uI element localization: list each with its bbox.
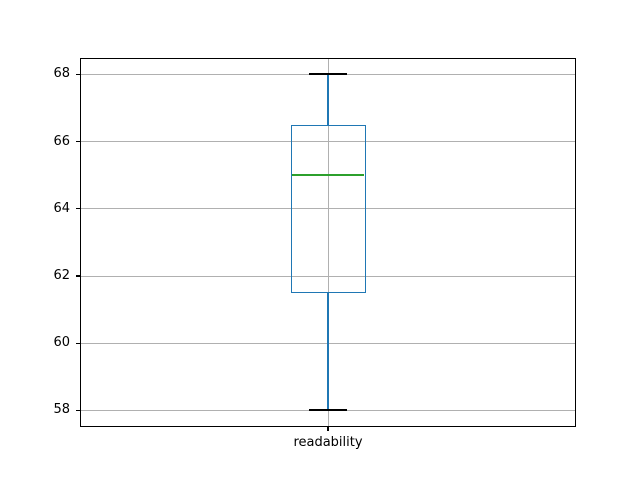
y-tick [76, 73, 80, 75]
whisker-upper [327, 74, 329, 125]
median-line [292, 174, 364, 176]
x-tick [327, 427, 329, 432]
y-tick-label: 64 [53, 200, 70, 216]
y-tick-label: 62 [53, 268, 70, 283]
y-tick-label: 68 [53, 66, 70, 82]
x-gridline [327, 58, 329, 427]
box [290, 124, 366, 293]
y-tick-label: 60 [53, 335, 70, 351]
y-tick-label: 66 [53, 133, 70, 149]
y-tick [76, 342, 80, 344]
plot-area [80, 57, 576, 428]
y-tick [76, 275, 80, 277]
x-tick-label: readability [293, 435, 363, 451]
cap-upper [309, 73, 347, 76]
y-tick [76, 141, 80, 143]
cap-lower [309, 409, 347, 412]
y-tick-label: 58 [53, 402, 70, 418]
y-tick [76, 208, 80, 210]
whisker-lower [327, 292, 329, 411]
y-tick [76, 409, 80, 411]
